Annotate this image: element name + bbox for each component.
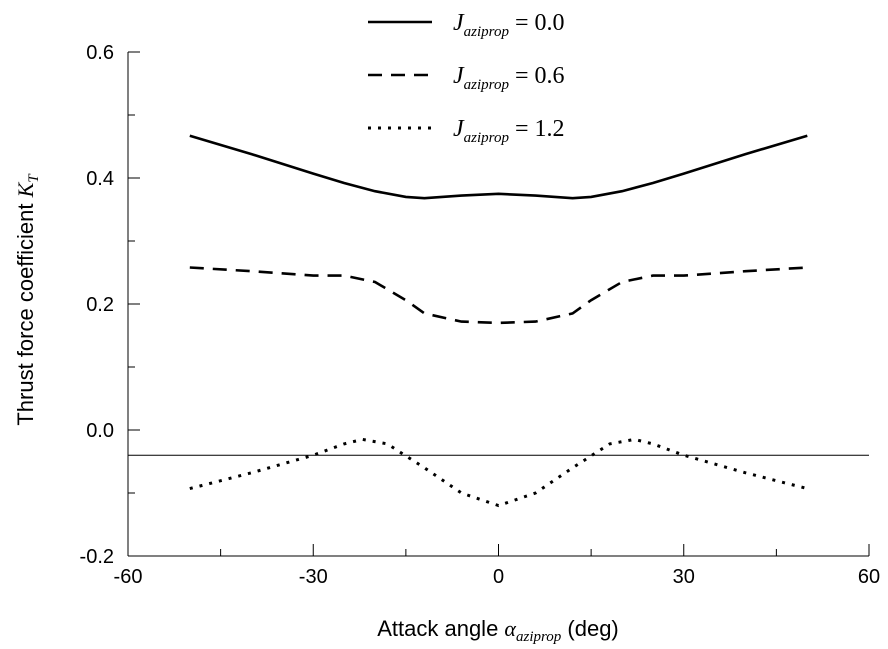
legend-symbol: J <box>453 63 465 89</box>
x-axis-title: Attack angle αaziprop (deg) <box>377 616 619 645</box>
x-axis-title-suffix: (deg) <box>561 616 618 641</box>
y-tick-label: 0.4 <box>86 168 114 190</box>
y-axis-title-prefix: Thrust force coefficient <box>13 197 38 425</box>
series-line-1 <box>189 134 808 200</box>
axes <box>127 51 870 557</box>
legend-label-3: Jaziprop = 1.2 <box>453 116 565 146</box>
x-tick-label: 60 <box>858 566 880 588</box>
y-axis-title: Thrust force coefficient KT <box>13 173 42 426</box>
legend-label-1: Jaziprop = 0.0 <box>453 10 565 40</box>
series-line-2 <box>189 266 808 325</box>
y-tick-label: 0.2 <box>86 294 114 316</box>
x-tick-label: 0 <box>493 566 504 588</box>
series-line-3 <box>189 437 808 508</box>
legend-subscript: aziprop <box>464 77 510 93</box>
x-axis-title-subscript: aziprop <box>516 629 562 645</box>
y-axis-title-symbol: K <box>13 181 38 198</box>
x-axis-title-prefix: Attack angle <box>377 616 504 641</box>
legend-value: = 0.6 <box>509 63 565 89</box>
series-layer <box>189 134 808 508</box>
legend-subscript: aziprop <box>464 130 510 146</box>
y-tick-label: 0.6 <box>86 42 114 64</box>
x-axis-title-symbol: α <box>504 616 516 641</box>
legend-symbol: J <box>453 10 465 36</box>
y-axis-title-subscript: T <box>26 173 42 183</box>
y-tick-label: 0.0 <box>86 420 114 442</box>
x-tick-label: -60 <box>114 566 143 588</box>
legend-label-2: Jaziprop = 0.6 <box>453 63 565 93</box>
x-tick-label: 30 <box>673 566 695 588</box>
y-tick-label: -0.2 <box>80 546 114 568</box>
legend-value: = 1.2 <box>509 116 565 142</box>
legend-symbol: J <box>453 116 465 142</box>
legend-subscript: aziprop <box>464 24 510 40</box>
legend-value: = 0.0 <box>509 10 565 36</box>
tick-labels: -60 -30 0 30 60 -0.2 0.0 0.2 0.4 0.6 <box>80 42 881 588</box>
x-tick-label: -30 <box>299 566 328 588</box>
